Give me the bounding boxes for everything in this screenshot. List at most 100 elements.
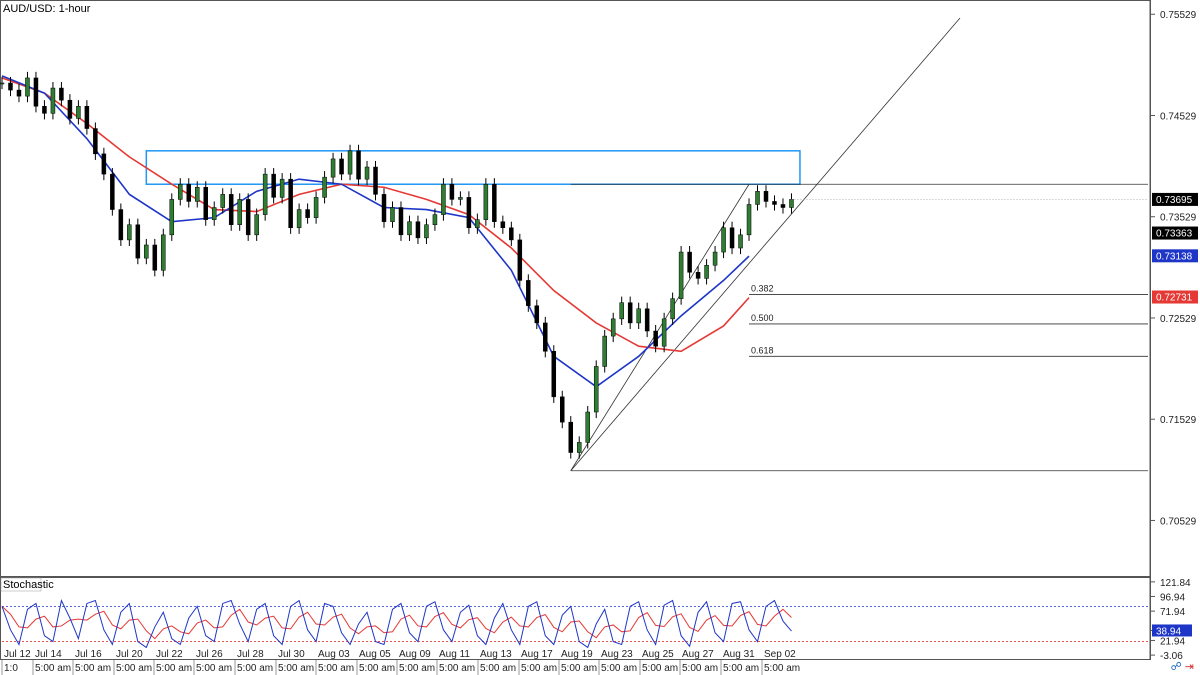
candle-body xyxy=(483,183,489,220)
candle-body xyxy=(653,330,658,347)
candle-body xyxy=(271,173,276,198)
time-label: 5:00 am xyxy=(75,663,111,674)
candle-body xyxy=(144,244,149,259)
candle-body xyxy=(152,244,158,271)
candle-body xyxy=(627,302,633,324)
time-label: 5:00 am xyxy=(682,663,718,674)
price-badge-label: 0.72731 xyxy=(1156,293,1193,304)
candle-body xyxy=(661,318,667,347)
time-label: 5:00 am xyxy=(156,663,192,674)
date-label: Jul 30 xyxy=(278,649,305,660)
candle-body xyxy=(211,207,217,220)
candle-body xyxy=(356,150,361,180)
candle-body xyxy=(381,194,387,222)
candle-body xyxy=(763,191,769,202)
candle-body xyxy=(475,219,480,229)
candle-body xyxy=(543,322,548,352)
date-label: Jul 28 xyxy=(237,649,264,660)
candle-body xyxy=(729,227,735,249)
time-label: 5:00 am xyxy=(359,663,395,674)
candle-body xyxy=(245,199,251,236)
stoch-badge-label: 38.94 xyxy=(1156,626,1181,637)
time-label: 5:00 am xyxy=(764,663,800,674)
candle-body xyxy=(526,280,531,306)
fib-level-label: 0.382 xyxy=(751,284,774,294)
time-label: 5:00 am xyxy=(116,663,152,674)
main-plot: 0.382 0.500 0.618 xyxy=(0,17,1148,472)
time-label: 5:00 am xyxy=(318,663,354,674)
price-tick-label: 0.70529 xyxy=(1160,516,1197,527)
candle-body xyxy=(458,197,463,200)
time-label: 1:0 xyxy=(4,663,18,674)
candle-body xyxy=(33,77,39,107)
candle-body xyxy=(398,207,404,236)
time-label: 5:00 am xyxy=(237,663,273,674)
fib-level-label: 0.500 xyxy=(751,313,774,323)
candle-body xyxy=(110,173,115,210)
candle-body xyxy=(118,209,124,241)
date-label: Aug 13 xyxy=(480,649,512,660)
candle-body xyxy=(50,87,56,114)
time-label: 5:00 am xyxy=(521,663,557,674)
chart-title: AUD/USD: 1-hour xyxy=(3,3,91,15)
candle-body xyxy=(288,178,293,229)
time-label: 5:00 am xyxy=(480,663,516,674)
candle-body xyxy=(593,366,599,413)
stochastic-title: Stochastic xyxy=(3,579,54,591)
candle-body xyxy=(8,82,13,91)
candle-body xyxy=(169,199,175,236)
candle-body xyxy=(322,176,327,198)
candle-body xyxy=(84,106,90,129)
candle-body xyxy=(279,178,285,198)
candle-body xyxy=(296,209,302,229)
date-label: Jul 26 xyxy=(196,649,223,660)
candle-body xyxy=(721,227,726,253)
candle-body xyxy=(330,158,336,178)
time-label: 5:00 am xyxy=(35,663,71,674)
time-label: 5:00 am xyxy=(561,663,597,674)
stochastic-title-bg xyxy=(0,577,42,592)
candle-body xyxy=(441,183,446,215)
candle-body xyxy=(347,150,353,175)
candle-body xyxy=(127,224,132,241)
date-label: Aug 23 xyxy=(601,649,633,660)
price-badge xyxy=(1152,226,1198,240)
candle-body xyxy=(678,251,684,299)
candle-body xyxy=(42,106,47,114)
candle-body xyxy=(636,308,641,324)
candle-body xyxy=(687,251,692,273)
price-badge-label: 0.73695 xyxy=(1156,195,1193,206)
stochastic-plot xyxy=(1,598,1148,649)
candle-body xyxy=(560,396,565,423)
candle-body xyxy=(509,227,514,241)
date-label: Aug 03 xyxy=(318,649,350,660)
footer-icons[interactable]: ☍ ⇥ xyxy=(1171,660,1194,673)
link-icon[interactable]: ☍ xyxy=(1170,661,1182,673)
price-tick-label: 0.74529 xyxy=(1160,111,1197,122)
title-bg xyxy=(1,1,83,15)
arrow-icon[interactable]: ⇥ xyxy=(1184,661,1194,673)
candle-body xyxy=(602,335,607,367)
candle-body xyxy=(0,82,5,85)
time-label: 5:00 am xyxy=(723,663,759,674)
candle-body xyxy=(262,173,268,215)
price-badge xyxy=(1152,249,1198,263)
candle-body xyxy=(228,194,234,225)
date-label: Aug 25 xyxy=(642,649,674,660)
stoch-tick-label: 71.94 xyxy=(1160,607,1185,618)
candle-body xyxy=(220,194,225,208)
candle-body xyxy=(712,251,718,266)
candle-body xyxy=(517,239,523,281)
time-label: 5:00 am xyxy=(601,663,637,674)
candle-body xyxy=(364,166,370,180)
main-pane-frame xyxy=(0,0,1151,577)
date-label: Jul 16 xyxy=(75,649,102,660)
candle-body xyxy=(738,234,743,249)
price-badge-label: 0.73138 xyxy=(1156,251,1193,262)
candle-body xyxy=(695,272,701,279)
red-ma-line xyxy=(1,77,750,353)
time-label: 5:00 am xyxy=(278,663,314,674)
candle-body xyxy=(492,183,497,222)
time-label: 5:00 am xyxy=(642,663,678,674)
candle-body xyxy=(135,224,141,259)
